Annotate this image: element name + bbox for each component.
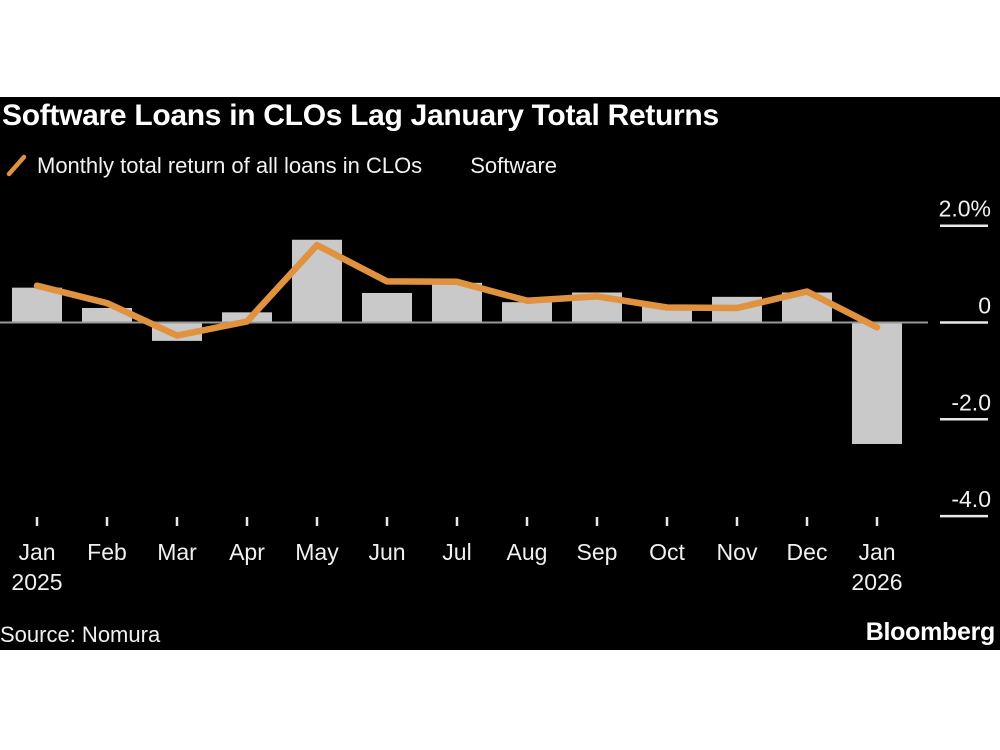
y-axis-label: -2.0 (951, 389, 991, 415)
legend: Monthly total return of all loans in CLO… (5, 153, 557, 179)
x-axis-month-label: Dec (787, 539, 828, 565)
bar-jun (362, 292, 412, 323)
x-axis-month-label: Jan (858, 539, 895, 565)
legend-line-label: Monthly total return of all loans in CLO… (37, 153, 423, 178)
x-axis-month-label: Jun (368, 539, 405, 565)
y-axis-label: 0 (978, 293, 991, 319)
bar-aug (502, 302, 552, 323)
plot-area: 2.0% 0 -2.0 -4.0 Jan Feb Mar Apr May Jun Jul Aug Sep… (0, 196, 991, 595)
bar-jan (12, 287, 62, 323)
legend-bar-label: Software (470, 153, 558, 178)
x-axis-month-label: Feb (87, 539, 127, 565)
bar-jan (852, 322, 902, 444)
x-axis-month-label: Jul (442, 539, 471, 565)
source-attribution: Source: Nomura (0, 622, 161, 647)
chart-title: Software Loans in CLOs Lag January Total… (2, 99, 719, 132)
x-axis-month-label: Oct (649, 539, 685, 565)
x-axis-year-label: 2025 (11, 569, 62, 595)
x-axis-month-label: Aug (507, 539, 548, 565)
chart-card: Software Loans in CLOs Lag January Total… (0, 97, 1000, 650)
y-axis-label: 2.0% (939, 196, 991, 222)
x-axis-month-label: Apr (229, 539, 265, 565)
x-axis-month-label: Nov (717, 539, 758, 565)
y-axis-label: -4.0 (951, 486, 991, 512)
x-axis-month-label: Jan (18, 539, 55, 565)
x-axis-month-label: Mar (157, 539, 197, 565)
line-series-slash-icon (5, 153, 29, 179)
x-axis-month-label: May (295, 539, 339, 565)
total-return-line (33, 241, 881, 339)
x-axis-month-label: Sep (577, 539, 618, 565)
bloomberg-logo: Bloomberg (865, 618, 996, 646)
x-axis-year-label: 2026 (851, 569, 902, 595)
